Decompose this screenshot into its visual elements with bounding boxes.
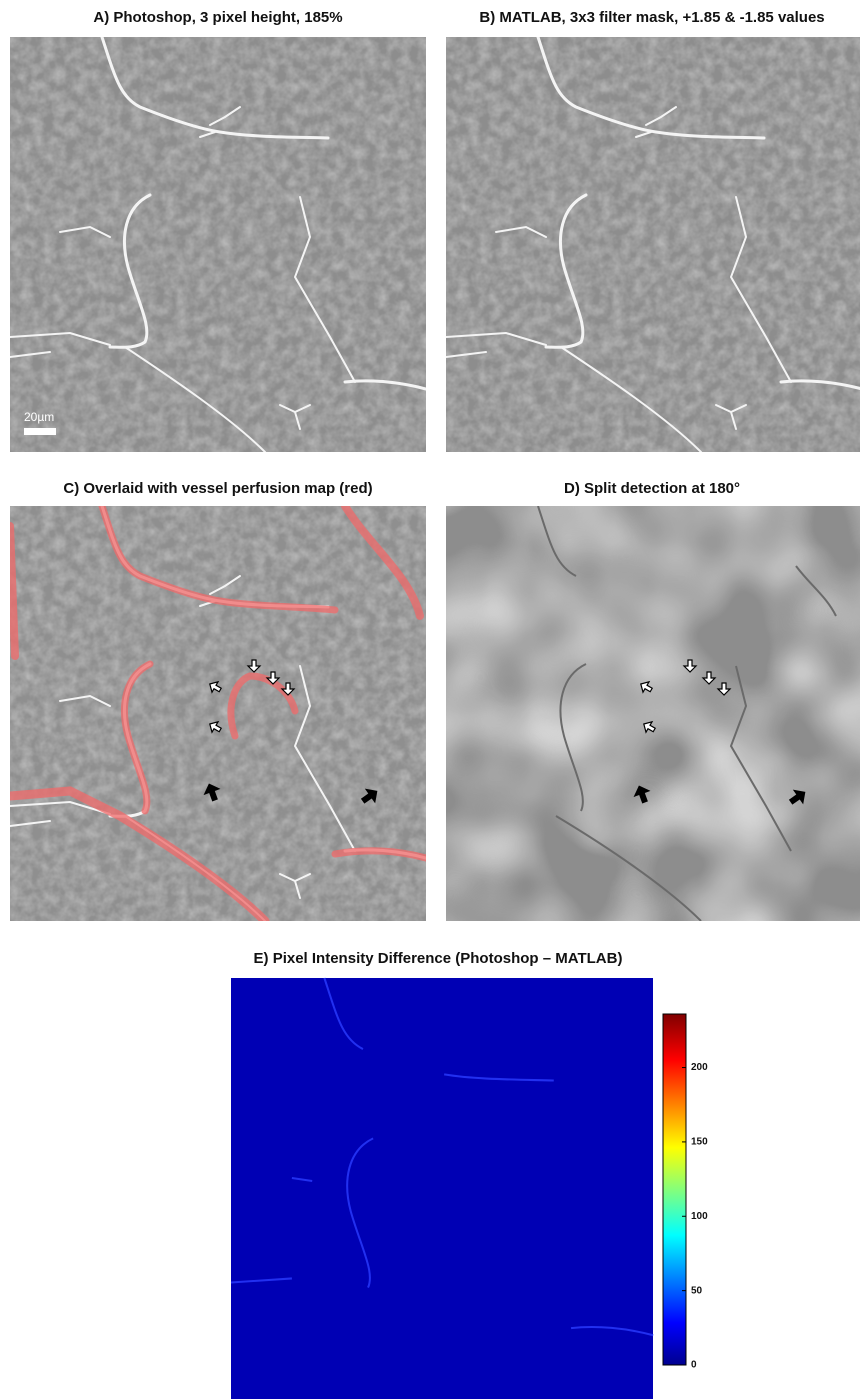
scale-bar-label: 20µm [24, 410, 54, 424]
image-e [231, 978, 653, 1399]
panel-title: D) Split detection at 180° [564, 480, 740, 497]
image-c [10, 506, 426, 921]
tick-label: 200 [691, 1062, 708, 1073]
image-a: 20µm [10, 37, 426, 452]
colorbar [663, 1014, 686, 1365]
panel-title: E) Pixel Intensity Difference (Photoshop… [254, 950, 623, 967]
tick-label: 150 [691, 1137, 708, 1148]
image-b [446, 37, 860, 452]
tick-label: 100 [691, 1211, 708, 1222]
panel-title: B) MATLAB, 3x3 filter mask, +1.85 & -1.8… [479, 9, 824, 26]
figure: A) Photoshop, 3 pixel height, 185% 20µm … [0, 0, 860, 1399]
panel-title: A) Photoshop, 3 pixel height, 185% [93, 9, 342, 26]
tick-label: 50 [691, 1285, 703, 1296]
image-d [446, 506, 860, 921]
tick-label: 0 [691, 1360, 697, 1371]
panel-title: C) Overlaid with vessel perfusion map (r… [63, 480, 372, 497]
